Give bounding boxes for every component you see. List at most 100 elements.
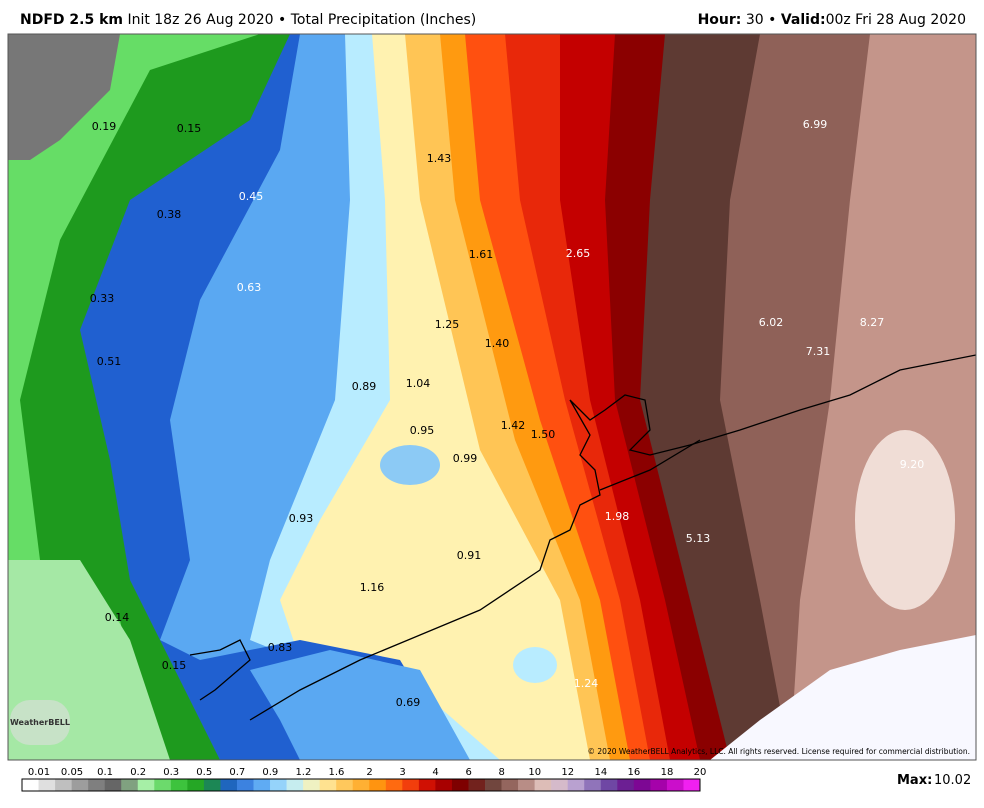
band <box>513 647 557 683</box>
legend-swatch <box>402 779 420 791</box>
map-label: 0.63 <box>237 281 262 294</box>
legend-swatch <box>385 779 403 791</box>
map-label: 1.16 <box>360 581 385 594</box>
legend-label: 4 <box>432 767 438 778</box>
map-label: 1.40 <box>485 337 510 350</box>
band <box>710 635 976 760</box>
legend-swatch <box>633 779 651 791</box>
map-label: 0.15 <box>162 659 187 672</box>
legend-label: 8 <box>499 767 505 778</box>
legend-label: 0.9 <box>262 767 278 778</box>
map-label: 1.04 <box>406 377 431 390</box>
legend-swatch <box>551 779 569 791</box>
legend-swatch <box>303 779 320 791</box>
legend-label: 0.05 <box>61 767 83 778</box>
map-label: 1.42 <box>501 419 526 432</box>
legend-label: 0.3 <box>163 767 179 778</box>
precip-field <box>8 34 976 760</box>
legend-swatch <box>683 779 701 791</box>
legend-label: 0.2 <box>130 767 146 778</box>
legend-swatch <box>319 779 337 791</box>
map-label: 1.43 <box>427 152 452 165</box>
legend-swatch <box>203 779 221 791</box>
band <box>250 650 470 760</box>
map-label: 8.27 <box>860 316 885 329</box>
legend-swatch <box>286 779 304 791</box>
map-label: 0.45 <box>239 190 264 203</box>
legend-swatch <box>518 779 535 791</box>
legend-swatch <box>88 779 105 791</box>
legend-swatch <box>501 779 519 791</box>
coastline <box>189 354 976 721</box>
description: Init 18z 26 Aug 2020 • Total Precipitati… <box>127 12 477 28</box>
map-label: 0.14 <box>105 611 130 624</box>
hour-label: Hour: <box>697 12 742 28</box>
map-label: 0.99 <box>453 452 478 465</box>
map-label: 0.33 <box>90 292 115 305</box>
logo-bg <box>10 700 70 745</box>
band <box>855 430 955 610</box>
map-label: 0.91 <box>457 549 482 562</box>
max-value: 10.02 <box>934 773 971 788</box>
legend-swatch <box>187 779 205 791</box>
legend-swatch <box>352 779 370 791</box>
header-left: NDFD 2.5 km Init 18z 26 Aug 2020 • Total… <box>20 12 476 28</box>
legend-label: 2 <box>366 767 372 778</box>
legend-swatch <box>137 779 155 791</box>
legend-swatch <box>666 779 684 791</box>
map-label: 0.95 <box>410 424 435 437</box>
legend-swatch <box>38 779 56 791</box>
legend-swatch <box>336 779 354 791</box>
legend-swatch <box>55 779 72 791</box>
header-right: Hour: 30 • Valid:00z Fri 28 Aug 2020 <box>698 12 966 28</box>
legend-swatch <box>567 779 585 791</box>
map-label: 1.50 <box>531 428 556 441</box>
map-label: 6.02 <box>759 316 784 329</box>
legend-label: 16 <box>628 767 641 778</box>
legend-label: 18 <box>661 767 674 778</box>
legend-swatch <box>154 779 172 791</box>
legend-label: 10 <box>528 767 541 778</box>
legend-label: 14 <box>594 767 607 778</box>
legend-swatch <box>71 779 89 791</box>
legend-swatch <box>485 779 502 791</box>
legend-swatch <box>468 779 486 791</box>
model: NDFD 2.5 km <box>20 12 123 28</box>
map-border <box>7 33 977 761</box>
legend-frame <box>21 778 701 792</box>
band <box>380 445 440 485</box>
legend-label: 3 <box>399 767 405 778</box>
legend-swatch <box>534 779 552 791</box>
map-label: 1.98 <box>605 510 630 523</box>
legend-swatch <box>170 779 188 791</box>
map-label: 0.89 <box>352 380 377 393</box>
legend-label: 0.5 <box>196 767 212 778</box>
legend-swatch <box>451 779 469 791</box>
legend-swatch <box>253 779 271 791</box>
valid: 00z Fri 28 Aug 2020 <box>825 12 966 28</box>
map-label: 1.61 <box>469 248 494 261</box>
map-label: 0.69 <box>396 696 421 709</box>
separator: • <box>768 12 777 28</box>
legend-swatch <box>650 779 668 791</box>
map-label: 0.83 <box>268 641 293 654</box>
map-label: 2.65 <box>566 247 591 260</box>
map-label: 0.15 <box>177 122 202 135</box>
copyright: © 2020 WeatherBELL Analytics, LLC. All r… <box>588 747 970 756</box>
legend-swatch <box>435 779 453 791</box>
legend-label: 1.2 <box>295 767 311 778</box>
valid-label: Valid: <box>780 12 826 28</box>
legend-swatch <box>270 779 287 791</box>
map-label: 5.13 <box>686 532 711 545</box>
legend-swatch <box>600 779 618 791</box>
hour: 30 <box>745 12 764 28</box>
legend-label: 0.01 <box>28 767 50 778</box>
legend-swatch <box>121 779 139 791</box>
map-label: 1.25 <box>435 318 460 331</box>
map-label: 6.99 <box>803 118 828 131</box>
legend-swatch <box>22 779 39 791</box>
map-label: 1.24 <box>574 677 599 690</box>
logo: WeatherBELL <box>10 718 70 727</box>
